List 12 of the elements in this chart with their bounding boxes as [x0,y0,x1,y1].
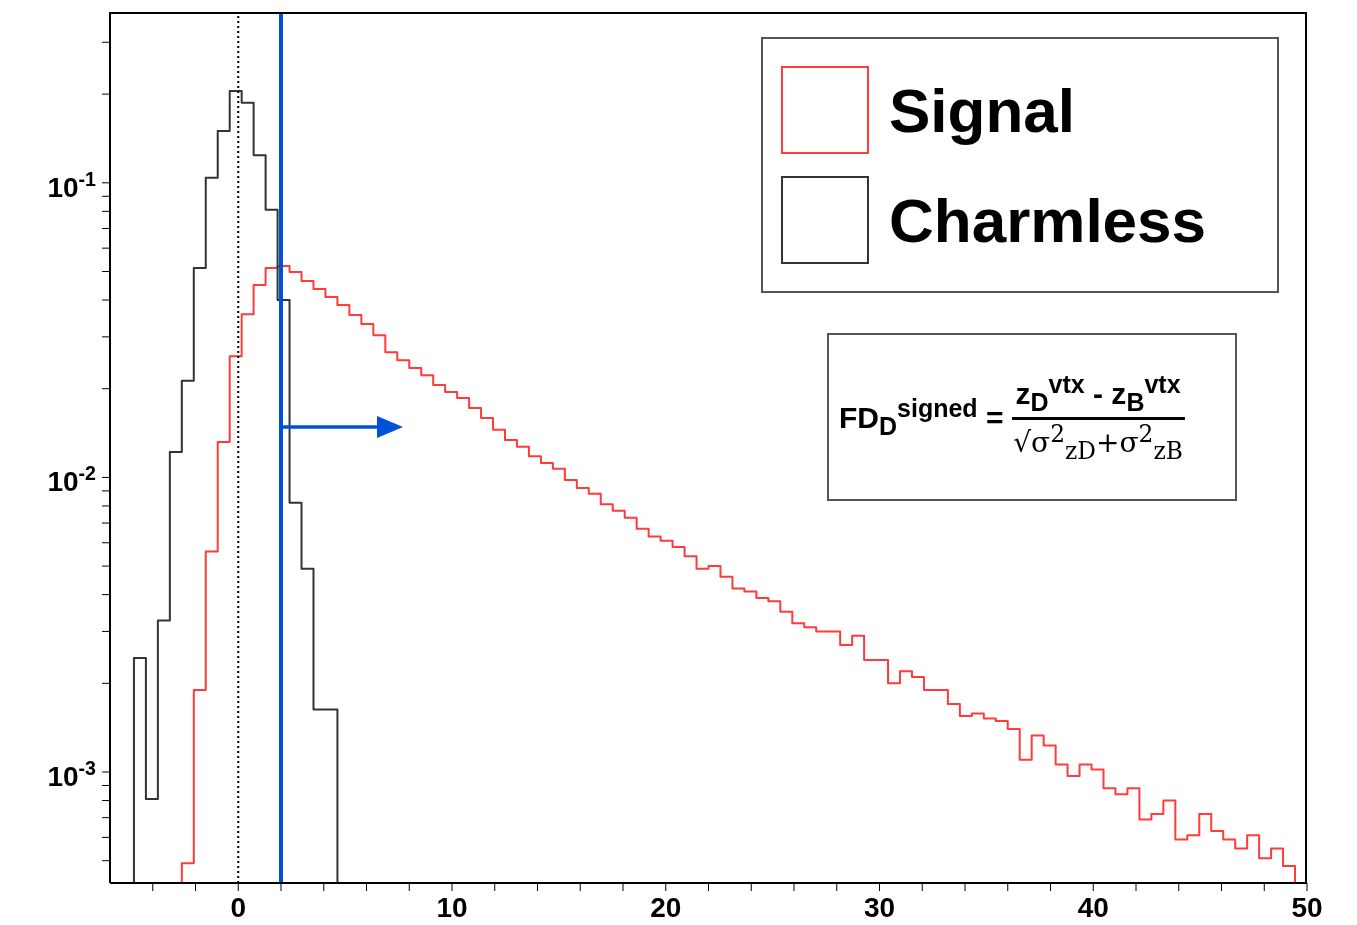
legend-label: Signal [889,74,1076,146]
x-tick-label: 40 [1077,892,1109,923]
x-tick-label: 0 [230,892,247,923]
y-tick-label: 10$^{-3}$ [47,757,97,793]
x-tick-label: 30 [863,892,896,923]
y-tick-label: 10$^{-2}$ [47,462,97,498]
legend-label: Charmless [889,184,1207,256]
annotation: FD$_{D}$$^{signed}$ = [839,393,1004,441]
x-tick-label: 10 [436,892,468,923]
x-tick-label: 50 [1291,892,1323,923]
y-tick-label: 10$^{-1}$ [47,167,97,203]
x-tick-label: 20 [650,892,682,923]
